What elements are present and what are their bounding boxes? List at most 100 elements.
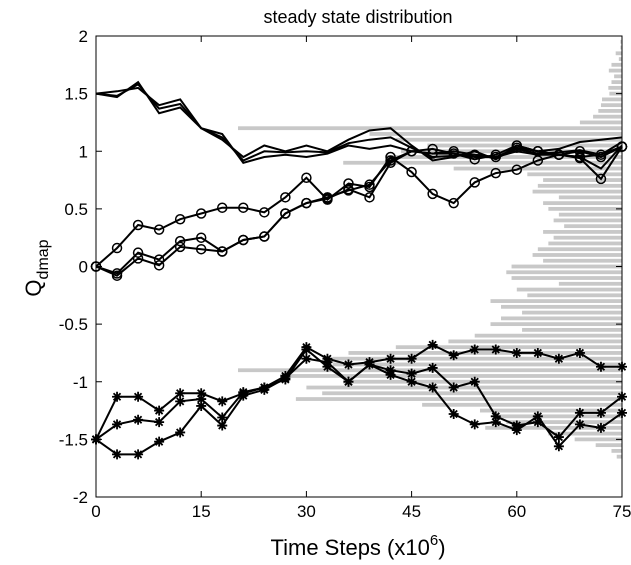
histogram-bar [479,408,622,413]
x-tick-label: 75 [613,502,631,521]
star-marker [196,400,207,411]
circle-marker [574,146,586,157]
star-marker [595,361,606,372]
y-tick-label: 0 [79,258,88,277]
histogram-bar [595,443,622,448]
star-marker [532,347,543,358]
histogram-bar [615,51,622,56]
circle-marker [574,151,586,163]
star-marker [406,376,417,387]
circle-marker [301,172,312,184]
circle-marker [553,149,565,160]
circle-marker [280,192,291,203]
histogram-bar [616,454,622,459]
histogram-bar [543,178,622,182]
circle-marker [406,146,417,157]
histogram-bar [395,345,622,350]
circle-marker [595,151,607,163]
histogram-bar [537,183,622,188]
histogram-bar [611,62,622,67]
star-marker [154,417,165,428]
histogram-bar [608,68,622,73]
circle-marker [511,140,523,151]
star-marker [343,359,354,370]
star-marker [553,432,564,443]
histogram-bar [537,247,622,252]
chart-title: steady state distribution [263,7,452,27]
series-line [95,80,623,170]
histogram-bar [422,402,622,407]
y-tick-label: 2 [79,27,88,46]
histogram-bar [332,362,622,367]
star-marker [490,411,501,422]
series-none [95,83,623,162]
histogram-bar [490,322,622,327]
histogram-bar [495,414,622,419]
x-tick-label: 15 [192,502,211,521]
histogram-bar [548,206,622,211]
histogram-bar [553,218,622,223]
circle-marker [427,143,438,155]
circle-marker [238,234,249,246]
star-marker [112,391,123,402]
circle-marker [174,235,186,247]
series-circle [90,140,628,281]
circle-marker [132,219,144,231]
histogram-bar [448,339,622,344]
circle-marker [111,270,123,281]
histogram-bar [611,449,622,453]
star-marker [301,344,312,355]
x-tick-label: 30 [297,502,316,521]
y-tick-label: -2 [73,488,88,507]
histogram-bar [453,166,622,171]
circle-marker [343,184,354,195]
y-tick-label: 1 [79,142,88,161]
series-none [95,80,623,170]
circle-marker [174,241,186,253]
histogram-bar [511,264,622,269]
histogram-bar [501,316,622,321]
star-marker [385,369,396,380]
circle-marker [385,157,396,169]
circle-marker [322,193,333,204]
star-marker [154,405,165,416]
circle-marker [469,177,480,188]
star-marker [553,441,564,452]
circle-marker [132,253,144,264]
star-marker [217,412,228,423]
y-tick-label: -0.5 [59,315,88,334]
circle-marker [111,242,123,254]
star-marker [595,422,606,433]
star-marker [448,409,459,420]
star-marker [427,339,438,350]
star-marker [301,353,312,364]
y-tick-label: 0.5 [64,200,88,219]
histogram-bar [558,212,622,217]
histogram-bar [522,310,622,315]
star-marker [343,376,354,387]
circle-marker [511,164,523,175]
histogram-bar [548,431,622,436]
histogram-bar [385,155,622,159]
star-marker [427,382,438,393]
histogram-bar [516,287,622,292]
star-marker [217,396,228,407]
star-marker [112,449,123,460]
circle-marker [174,213,186,225]
star-marker [259,384,270,395]
histogram-bar [532,189,622,194]
circle-marker [364,179,375,190]
steady-state-histogram [238,39,622,459]
histogram-bar [369,132,622,136]
star-marker [196,388,207,399]
histogram-bar [602,97,622,102]
x-axis-label: Time Steps (x106) [270,532,445,560]
histogram-bar [511,276,622,280]
histogram-bar [620,45,622,50]
circle-marker [427,188,438,200]
circle-marker [132,247,144,258]
histogram-bar [614,74,622,79]
histogram-bar [322,391,622,396]
histogram-bar [238,126,622,131]
